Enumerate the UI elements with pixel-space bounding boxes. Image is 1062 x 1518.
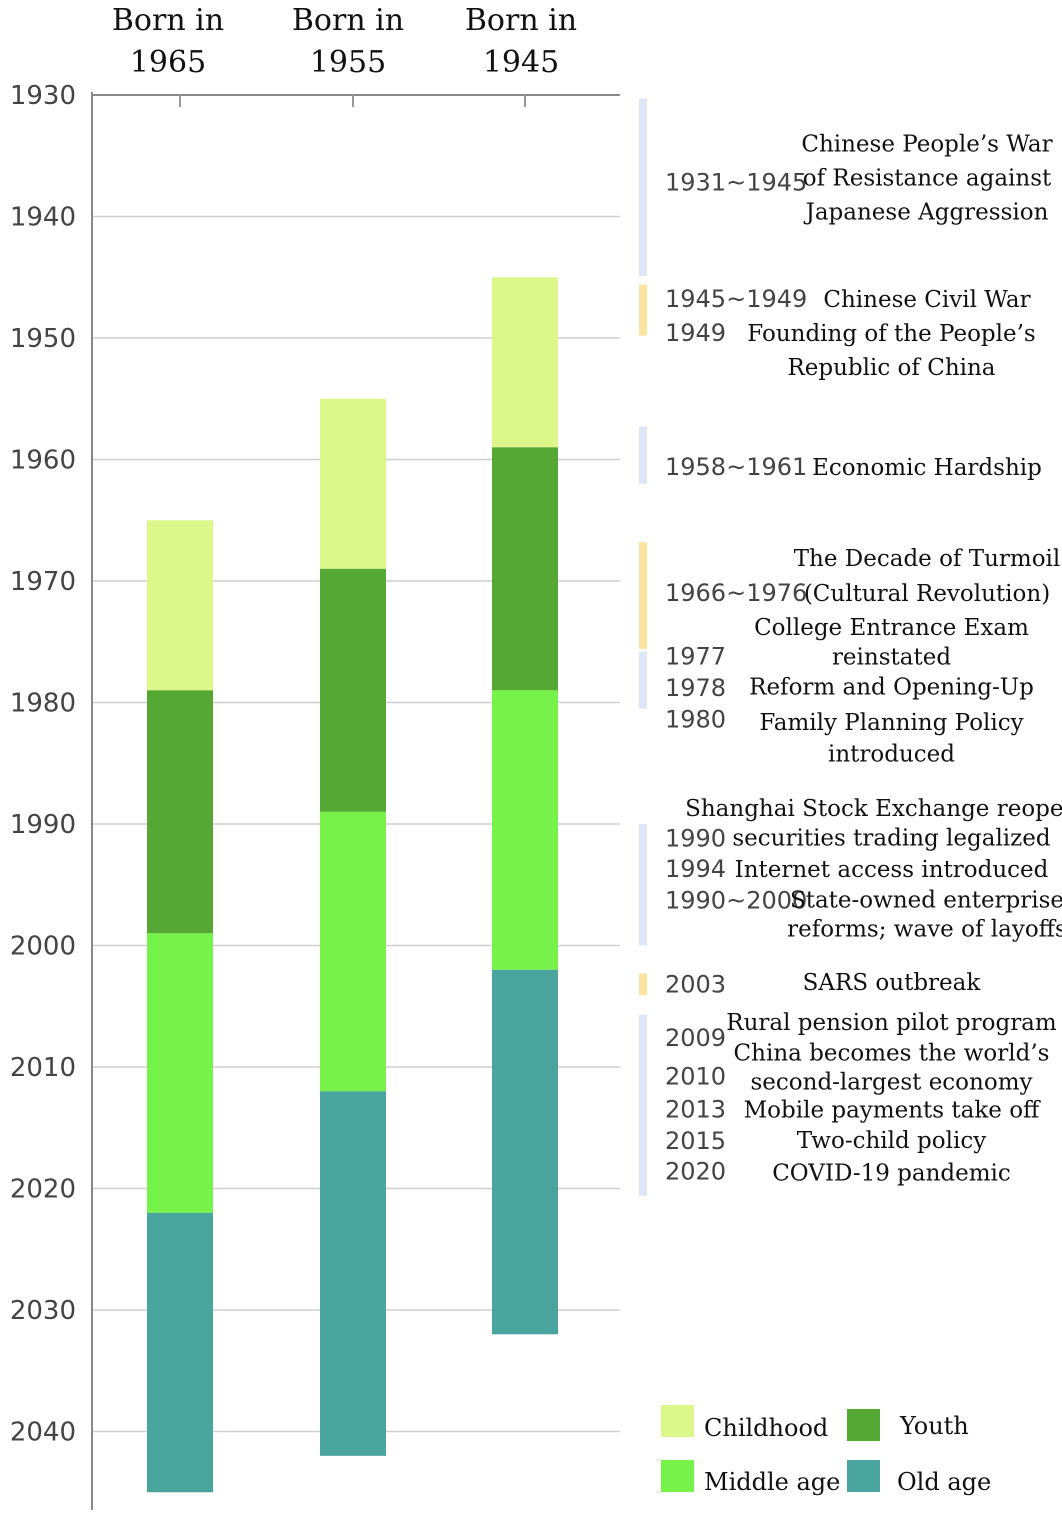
event-description: The Decade of Turmoil	[794, 546, 1061, 572]
event-period-band	[639, 973, 647, 996]
event-year: 1994	[665, 855, 726, 883]
event-description: College Entrance Exam	[754, 615, 1029, 641]
event-year: 2013	[665, 1096, 726, 1124]
event-description: Republic of China	[787, 355, 995, 381]
y-tick-label: 1930	[10, 81, 76, 111]
y-tick-label: 1960	[10, 446, 76, 476]
event-period-band	[639, 426, 647, 484]
stage-bar-middle-age	[492, 690, 558, 970]
column-title-line2: 1955	[310, 45, 386, 80]
column-tick-marks	[179, 95, 526, 107]
event-description: Rural pension pilot program	[726, 1010, 1057, 1036]
event-year: 1980	[665, 706, 726, 734]
column-titles: Born in 1965 Born in 1955 Born in 1945	[112, 3, 577, 80]
event-description: Family Planning Policy	[759, 710, 1023, 736]
event-period-band	[639, 1014, 647, 1196]
y-axis-ticks: 1930 1940 1950 1960 1970 1980 1990 2000 2010 2020…	[10, 81, 76, 1448]
y-tick-label: 2030	[10, 1296, 76, 1326]
event-period-band	[639, 98, 647, 277]
event-year: 2020	[665, 1157, 726, 1185]
event-description: introduced	[828, 742, 955, 768]
event-year: 2010	[665, 1063, 726, 1091]
event-year: 1949	[665, 319, 726, 347]
event-description: Two-child policy	[797, 1128, 986, 1154]
event-description: China becomes the world’s	[734, 1040, 1050, 1066]
stage-bar-childhood	[147, 520, 213, 691]
event-description: Chinese People’s War	[801, 132, 1052, 158]
y-tick-label: 1980	[10, 689, 76, 719]
y-tick-label: 1950	[10, 324, 76, 354]
stage-bar-childhood	[492, 277, 558, 448]
legend-label: Middle age	[704, 1468, 840, 1496]
stage-bar-youth	[320, 568, 386, 812]
stage-bar-youth	[147, 690, 213, 934]
event-description: Chinese Civil War	[823, 287, 1030, 313]
y-tick-label: 2000	[10, 932, 76, 962]
event-year: 1990~2000	[665, 887, 807, 915]
event-description: Internet access introduced	[735, 857, 1049, 883]
legend-swatch	[661, 1405, 694, 1437]
event-year: 2009	[665, 1024, 726, 1052]
column-title-line2: 1965	[130, 45, 206, 80]
y-tick-label: 1970	[10, 567, 76, 597]
event-period-band	[639, 824, 647, 946]
event-description: Japanese Aggression	[804, 200, 1049, 226]
event-description: Shanghai Stock Exchange reopens;	[685, 796, 1062, 822]
legend-label: Old age	[897, 1468, 991, 1496]
event-description: second-largest economy	[750, 1070, 1032, 1096]
legend: Childhood Youth Middle age Old age	[661, 1405, 991, 1496]
stage-bar-old-age	[492, 969, 558, 1335]
historical-events: 1931~1945 Chinese People’s War of Resistan…	[639, 98, 1062, 1196]
event-description: Reform and Opening-Up	[749, 675, 1034, 701]
stage-bar-old-age	[147, 1212, 213, 1493]
event-description: COVID-19 pandemic	[772, 1161, 1011, 1187]
event-description: of Resistance against	[803, 166, 1052, 192]
stage-bar-old-age	[320, 1091, 386, 1456]
event-year: 1958~1961	[665, 453, 807, 481]
event-year: 1966~1976	[665, 579, 807, 607]
event-year: 1978	[665, 674, 726, 702]
event-description: reinstated	[832, 644, 951, 670]
event-period-band	[639, 542, 647, 650]
event-description: Founding of the People’s	[747, 321, 1035, 347]
column-title-line1: Born in	[292, 3, 404, 38]
event-description: reforms; wave of layoffs	[787, 916, 1062, 942]
y-tick-label: 1940	[10, 203, 76, 233]
stage-bar-childhood	[320, 398, 386, 569]
column-title-line1: Born in	[112, 3, 224, 38]
legend-swatch	[847, 1409, 880, 1441]
event-description: State-owned enterprise	[790, 887, 1062, 913]
stage-bars	[147, 277, 558, 1493]
event-year: 1945~1949	[665, 285, 807, 313]
legend-label: Youth	[899, 1412, 969, 1440]
stage-bar-youth	[492, 447, 558, 691]
event-year: 1990	[665, 825, 726, 853]
event-period-band	[639, 284, 647, 336]
y-tick-label: 1990	[10, 810, 76, 840]
event-year: 2015	[665, 1127, 726, 1155]
event-year: 1931~1945	[665, 168, 807, 196]
event-year: 1977	[665, 642, 726, 670]
event-description: SARS outbreak	[803, 970, 982, 996]
y-tick-label: 2020	[10, 1175, 76, 1205]
column-title-line1: Born in	[465, 3, 577, 38]
legend-label: Childhood	[704, 1414, 828, 1442]
event-description: (Cultural Revolution)	[804, 581, 1050, 607]
event-year: 2003	[665, 970, 726, 998]
y-tick-label: 2010	[10, 1053, 76, 1083]
event-description: securities trading legalized	[732, 825, 1051, 851]
legend-swatch	[847, 1460, 880, 1492]
column-title-line2: 1945	[483, 45, 559, 80]
event-description: Mobile payments take off	[744, 1098, 1041, 1124]
stage-bar-middle-age	[320, 811, 386, 1092]
legend-swatch	[661, 1460, 694, 1492]
y-tick-label: 2040	[10, 1418, 76, 1448]
event-description: Economic Hardship	[812, 455, 1042, 481]
stage-bar-middle-age	[147, 933, 213, 1213]
event-period-band	[639, 651, 647, 709]
